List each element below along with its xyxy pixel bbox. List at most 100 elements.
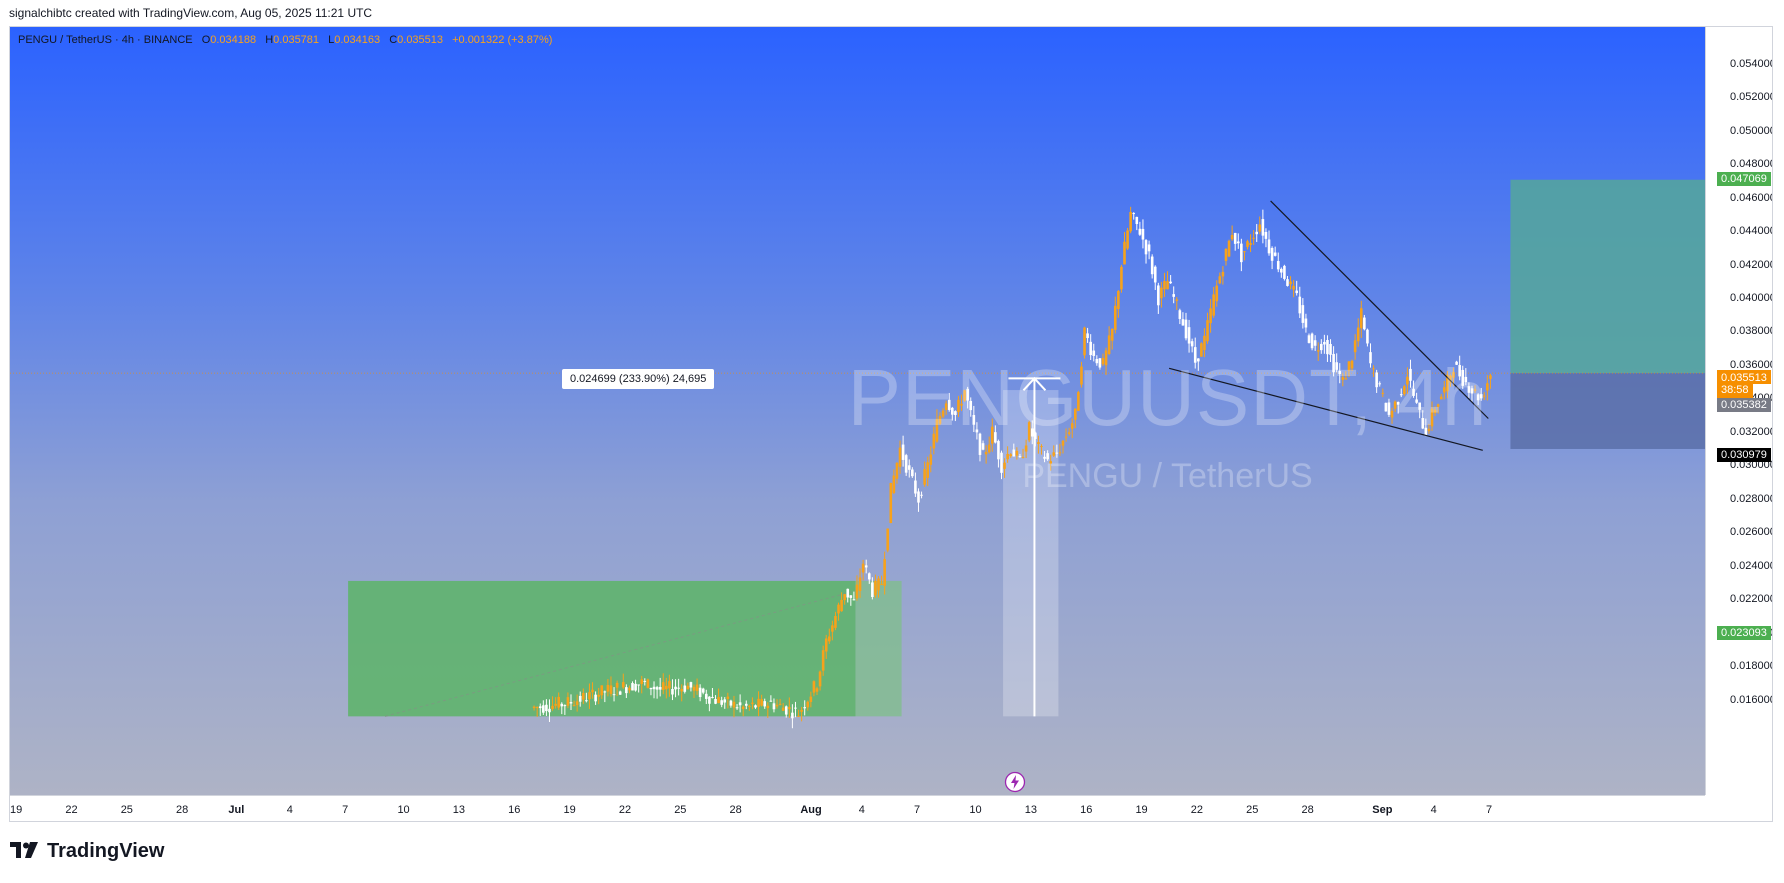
candle-body <box>1326 339 1329 355</box>
time-tick-label: 7 <box>1486 804 1493 816</box>
time-tick-label: 4 <box>286 804 293 816</box>
candle-body <box>1390 410 1394 418</box>
candle-body <box>760 699 763 706</box>
candle-body <box>784 706 788 715</box>
symbol-watermark: PENGUUSDT, 4h <box>847 353 1488 442</box>
candle-body <box>1037 442 1040 444</box>
candle-body <box>1178 310 1182 319</box>
candle-body <box>917 491 920 503</box>
candle-body <box>1206 320 1209 342</box>
candle-body <box>1052 452 1056 456</box>
candle-body <box>1320 343 1323 351</box>
candle-body <box>935 419 939 442</box>
candle-body <box>926 462 929 478</box>
candle-body <box>1040 446 1043 448</box>
candle-body <box>1003 462 1006 469</box>
time-tick-label: 7 <box>342 804 349 816</box>
price-tick-label: 0.040000 <box>1730 292 1773 305</box>
candle-body <box>1464 376 1468 383</box>
candle-body <box>821 650 825 671</box>
price-tick-label: 0.026000 <box>1730 526 1773 539</box>
candle-body <box>1482 395 1486 397</box>
candle-body <box>1366 329 1369 344</box>
candle-body <box>898 447 902 467</box>
candle-body <box>1107 335 1111 354</box>
time-tick-label: Sep <box>1372 804 1393 816</box>
candle-body <box>960 403 963 406</box>
candle-body <box>1030 428 1034 437</box>
candle-body <box>1378 383 1382 385</box>
candle-body <box>1150 256 1154 275</box>
candle-body <box>997 440 1000 460</box>
candle-body <box>1249 243 1252 245</box>
candle-body <box>1221 271 1225 277</box>
candle-body <box>1344 378 1348 380</box>
time-tick-label: 4 <box>1430 804 1437 816</box>
candle-body <box>791 712 794 719</box>
candle-body <box>812 681 816 693</box>
candle-body <box>1295 290 1298 294</box>
time-tick-label: 25 <box>1246 804 1259 816</box>
candle-body <box>864 565 868 568</box>
candle-body <box>726 696 730 699</box>
candle-body <box>1449 375 1452 383</box>
candle-body <box>907 465 911 470</box>
candle-body <box>957 399 960 413</box>
candle-body <box>1384 402 1388 412</box>
candle-body <box>609 685 613 694</box>
candle-body <box>1113 305 1117 330</box>
candle-body <box>895 462 899 479</box>
candle-body <box>717 697 720 703</box>
tradingview-logo-icon <box>10 841 43 861</box>
candle-body <box>1027 422 1031 441</box>
candle-body <box>1310 333 1314 349</box>
time-axis[interactable]: 19 22 25 28 Jul 4 7 10 13 16 19 22 25 28 Aug 4 7 10 13 16 19… <box>10 795 1705 821</box>
candle-body <box>1110 328 1114 341</box>
candle-body <box>972 415 976 425</box>
axis-corner <box>1705 795 1772 821</box>
price-tick-label: 0.022000 <box>1730 593 1773 606</box>
candle-body <box>778 703 782 705</box>
candle-body <box>1046 453 1049 460</box>
candle-body <box>1147 244 1151 252</box>
measure-tool-label[interactable]: 0.024699 (233.90%) 24,695 <box>562 369 715 389</box>
candle-body <box>695 684 699 691</box>
candle-body <box>984 451 988 455</box>
candle-body <box>861 563 865 573</box>
candle-body <box>1452 372 1455 378</box>
candle-body <box>1230 234 1234 240</box>
price-tick-label: 0.032000 <box>1730 425 1773 438</box>
candle-body <box>1280 268 1283 273</box>
tradingview-logo[interactable]: TradingView <box>10 840 164 863</box>
time-tick-label: 13 <box>1024 804 1037 816</box>
candle-body <box>1024 445 1028 452</box>
price-tick-label: 0.030000 <box>1730 459 1773 472</box>
time-tick-label: 22 <box>65 804 78 816</box>
candle-body <box>901 444 905 460</box>
chart-plot-area[interactable]: PENGUUSDT, 4h PENGU / TetherUS PENGU / T… <box>10 27 1705 795</box>
candle-body <box>800 709 803 712</box>
lightning-icon[interactable] <box>1004 771 1026 793</box>
candle-body <box>1363 317 1366 330</box>
candle-body <box>1098 358 1102 368</box>
stop-loss-zone <box>1510 373 1705 449</box>
legend-symbol[interactable]: PENGU / TetherUS · 4h · BINANCE <box>18 34 193 46</box>
candle-body <box>1144 240 1148 255</box>
candle-body <box>741 706 745 710</box>
candle-body <box>1203 335 1206 351</box>
candle-body <box>763 701 767 707</box>
candle-body <box>1461 369 1465 386</box>
candle-body <box>701 688 705 693</box>
time-tick-label: 25 <box>674 804 687 816</box>
candle-body <box>603 691 607 693</box>
stop-price-badge: 0.030979 <box>1717 448 1771 462</box>
candle-body <box>1101 358 1105 365</box>
candle-body <box>1399 394 1403 396</box>
candle-body <box>1184 319 1188 339</box>
candle-body <box>1009 454 1013 457</box>
time-tick-label: 16 <box>508 804 521 816</box>
candle-body <box>723 699 727 703</box>
legend-close: 0.035513 <box>397 34 444 46</box>
time-tick-label: 28 <box>176 804 189 816</box>
legend-close-label: C <box>389 34 398 46</box>
